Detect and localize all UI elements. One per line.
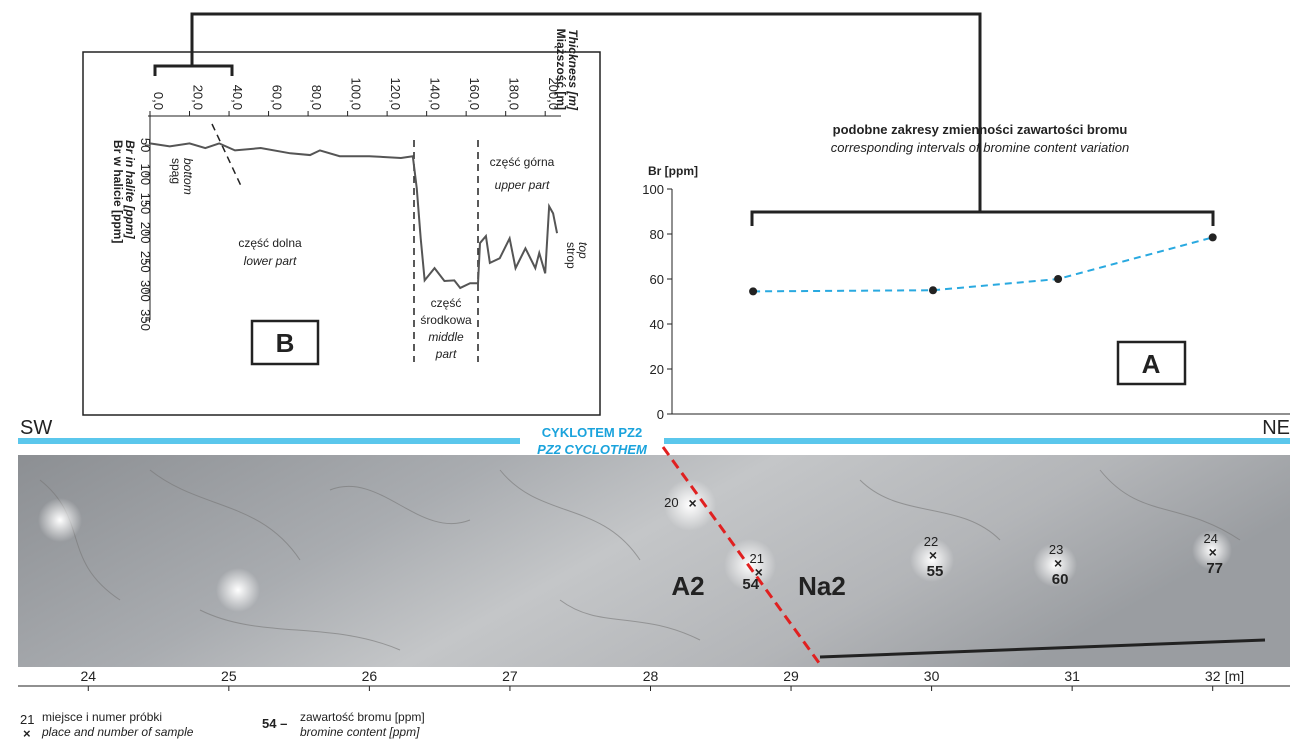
sample-mark: × — [929, 547, 937, 563]
chart-subtitle: corresponding intervals of bromine conte… — [831, 140, 1129, 155]
x-tick-label: 180,0 — [507, 77, 522, 110]
y-axis-label: Br [ppm] — [648, 164, 698, 178]
point — [1054, 275, 1062, 283]
annotation: top — [576, 242, 590, 259]
sample-mark: × — [689, 495, 697, 511]
y-tick-label: 100 — [642, 182, 664, 197]
x-tick-label: 25 — [221, 668, 237, 684]
y-tick-label: 40 — [650, 317, 664, 332]
annotation: middle — [428, 330, 464, 344]
y-tick-label: 20 — [650, 362, 664, 377]
sample-number: 22 — [924, 534, 938, 549]
legend-text: place and number of sample — [41, 725, 194, 739]
legend-text: bromine content [ppm] — [300, 725, 420, 739]
y-axis-label-en: Br in halite [ppm] — [123, 140, 137, 240]
sample-bromine: 60 — [1052, 571, 1069, 588]
x-tick-label: 60,0 — [270, 85, 285, 110]
x-tick-label: 20,0 — [191, 85, 206, 110]
unit-label: A2 — [671, 571, 704, 601]
y-tick-label: 200 — [138, 222, 153, 244]
sample-number: 24 — [1203, 531, 1217, 546]
x-tick-label: 100,0 — [349, 77, 364, 110]
y-tick-label: 250 — [138, 251, 153, 273]
x-tick-label: 29 — [783, 668, 799, 684]
sample-number: 21 — [749, 551, 763, 566]
annotation: spąg — [169, 158, 183, 184]
x-tick-label: 200,0 — [546, 77, 561, 110]
line — [753, 237, 1213, 291]
x-tick-label: 0,0 — [151, 92, 166, 110]
legend-example: 54 – — [262, 716, 287, 731]
x-tick-label: 40,0 — [230, 85, 245, 110]
x-tick-label: 31 — [1064, 668, 1080, 684]
annotation: upper part — [495, 178, 550, 192]
annotation: część — [431, 296, 462, 310]
y-tick-label: 50 — [138, 138, 153, 152]
x-tick-label: 30 — [924, 668, 940, 684]
y-tick-label: 150 — [138, 193, 153, 215]
annotation: lower part — [244, 254, 297, 268]
x-unit: [m] — [1225, 668, 1244, 684]
legend-text: miejsce i numer próbki — [42, 710, 162, 724]
label-sw: SW — [20, 417, 52, 439]
label-ne: NE — [1262, 417, 1290, 439]
point — [749, 287, 757, 295]
annotation: part — [435, 347, 457, 361]
legend-example: 21 — [20, 712, 34, 727]
point — [929, 286, 937, 294]
annotation: część górna — [490, 155, 555, 169]
sample-number: 20 — [664, 495, 678, 510]
y-tick-label: 300 — [138, 280, 153, 302]
sample-bromine: 54 — [742, 576, 759, 593]
x-tick-label: 140,0 — [428, 77, 443, 110]
sample-bromine: 77 — [1206, 560, 1223, 577]
x-axis-label-en: Thickness [m] — [566, 29, 580, 111]
y-tick-label: 60 — [650, 272, 664, 287]
x-tick-label: 120,0 — [388, 77, 403, 110]
x-tick-label: 160,0 — [467, 77, 482, 110]
unit-label: Na2 — [798, 571, 846, 601]
x-tick-label: 26 — [362, 668, 378, 684]
panel-label: A — [1142, 349, 1161, 379]
x-tick-label: 28 — [643, 668, 659, 684]
annotation: strop — [564, 242, 578, 269]
cyclothem-label: CYKLOTEM PZ2 — [542, 425, 642, 440]
annotation: środkowa — [420, 313, 472, 327]
legend-mark: × — [23, 726, 31, 741]
sample-mark: × — [1054, 555, 1062, 571]
y-tick-label: 80 — [650, 227, 664, 242]
x-tick-label: 24 — [80, 668, 96, 684]
photo — [18, 455, 1290, 667]
legend-text: zawartość bromu [ppm] — [300, 710, 425, 724]
figure: SW NE CYKLOTEM PZ2 PZ2 CYCLOTHEM A2 Na2 … — [0, 0, 1292, 743]
sample-number: 23 — [1049, 542, 1063, 557]
x-tick-label: 27 — [502, 668, 518, 684]
y-tick-label: 350 — [138, 309, 153, 331]
x-tick-label: 32 — [1205, 668, 1221, 684]
sample-mark: × — [1209, 544, 1217, 560]
annotation: część dolna — [238, 236, 302, 250]
panel-label: B — [276, 328, 295, 358]
y-tick-label: 100 — [138, 163, 153, 185]
point — [1209, 233, 1217, 241]
y-tick-label: 0 — [657, 407, 664, 422]
annotation: bottom — [181, 158, 195, 195]
cyclothem-label-en: PZ2 CYCLOTHEM — [537, 442, 648, 457]
y-axis-label: Br w halicie [ppm] — [111, 140, 125, 243]
chart-title: podobne zakresy zmienności zawartości br… — [833, 122, 1128, 137]
sample-bromine: 55 — [927, 563, 944, 580]
x-tick-label: 80,0 — [309, 85, 324, 110]
